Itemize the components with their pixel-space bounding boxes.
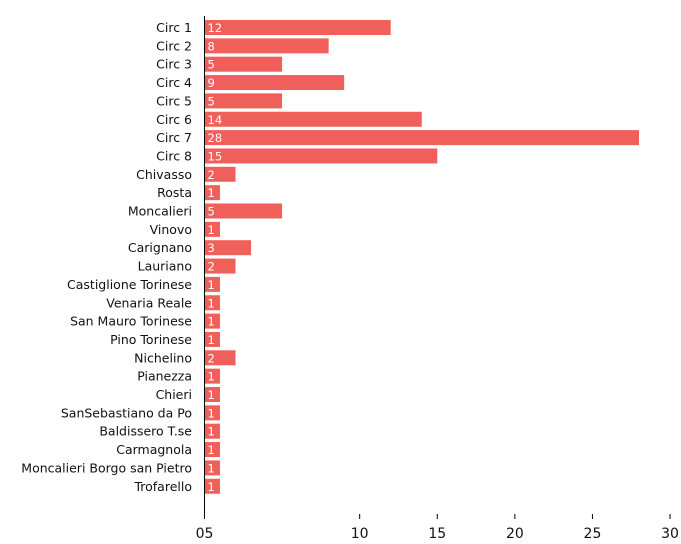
category-label-21: SanSebastiano da Po [61,405,192,420]
category-label-6: Circ 7 [156,130,192,145]
bar-14 [204,276,221,292]
x-tick-label-5: 30 [661,526,679,542]
x-axis-ticks: 05 10 15 20 25 30 [196,514,679,542]
value-label-13: 2 [208,260,215,274]
value-label-14: 1 [208,278,215,292]
bar-21 [204,405,221,421]
category-label-0: Circ 1 [156,20,192,35]
category-label-15: Venaria Reale [106,295,192,310]
bar-17 [204,331,221,347]
x-tick-label-0: 05 [196,526,214,542]
value-label-20: 1 [208,388,215,402]
value-label-10: 5 [208,205,215,219]
value-label-3: 9 [208,76,215,90]
value-label-19: 1 [208,370,215,384]
category-label-23: Carmagnola [116,442,192,457]
category-label-7: Circ 8 [156,148,192,163]
category-label-10: Moncalieri [128,204,192,219]
x-tick-label-2: 15 [428,526,446,542]
value-label-12: 3 [208,241,215,255]
x-tick-label-4: 25 [584,526,602,542]
bar-22 [204,423,221,439]
value-label-9: 1 [208,186,215,200]
value-label-7: 15 [208,149,223,163]
bar-12 [204,240,252,256]
category-label-4: Circ 5 [156,93,192,108]
bar-23 [204,442,221,458]
category-label-11: Vinovo [150,222,192,237]
category-labels: Circ 1 Circ 2 Circ 3 Circ 4 Circ 5 Circ 6 Circ… [21,20,192,494]
bar-13 [204,258,236,274]
bar-1 [204,38,329,54]
category-label-5: Circ 6 [156,112,192,127]
bar-8 [204,166,236,182]
value-label-1: 8 [208,39,215,53]
category-label-20: Chieri [156,387,192,402]
x-tick-label-1: 10 [351,526,369,542]
category-label-13: Lauriano [138,259,192,274]
category-label-2: Circ 3 [156,57,192,72]
value-label-25: 1 [208,480,215,494]
value-label-18: 2 [208,351,215,365]
bars-group [204,20,639,494]
category-label-25: Trofarello [133,479,192,494]
value-label-21: 1 [208,406,215,420]
bar-15 [204,295,221,311]
bar-3 [204,75,345,91]
bar-7 [204,148,438,164]
bar-16 [204,313,221,329]
value-label-15: 1 [208,296,215,310]
value-label-4: 5 [208,94,215,108]
bar-11 [204,221,221,237]
value-label-16: 1 [208,315,215,329]
category-label-17: Pino Torinese [110,332,192,347]
category-label-1: Circ 2 [156,38,192,53]
category-label-8: Chivasso [136,167,192,182]
category-label-22: Baldissero T.se [99,424,192,439]
value-label-17: 1 [208,333,215,347]
category-label-24: Moncalieri Borgo san Pietro [21,460,192,475]
category-label-19: Pianezza [137,369,192,384]
category-label-3: Circ 4 [156,75,192,90]
bar-9 [204,185,221,201]
value-label-23: 1 [208,443,215,457]
bar-5 [204,111,422,127]
bar-20 [204,387,221,402]
value-label-11: 1 [208,223,215,237]
value-label-6: 28 [208,131,223,145]
category-label-14: Castiglione Torinese [67,277,192,292]
bar-25 [204,478,221,494]
category-label-9: Rosta [157,185,192,200]
value-label-24: 1 [208,461,215,475]
value-label-2: 5 [208,58,215,72]
bar-0 [204,20,391,35]
bar-24 [204,460,221,476]
bar-18 [204,350,236,366]
bar-6 [204,130,639,146]
bar-10 [204,203,283,219]
x-tick-label-3: 20 [506,526,524,542]
value-label-5: 14 [208,113,223,127]
value-label-0: 12 [208,21,223,35]
category-label-18: Nichelino [134,350,192,365]
category-label-16: San Mauro Torinese [70,314,192,329]
bar-19 [204,368,221,384]
bar-2 [204,56,283,72]
value-label-8: 2 [208,168,215,182]
bar-4 [204,93,283,109]
category-label-12: Carignano [128,240,192,255]
value-label-22: 1 [208,425,215,439]
